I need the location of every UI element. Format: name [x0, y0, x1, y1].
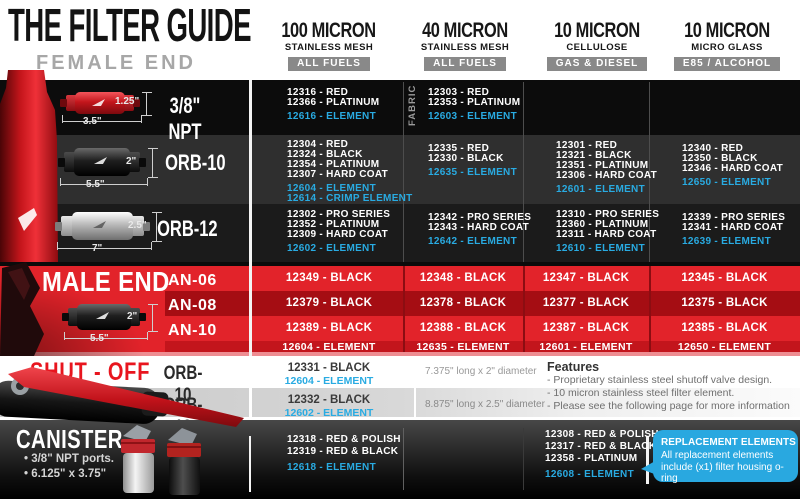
- feature-line: - Proprietary stainless steel shutoff va…: [547, 374, 773, 386]
- cell-an08-40micron: 12378 - BLACK: [419, 297, 507, 309]
- row-label-npt: 3/8" NPT: [168, 93, 202, 144]
- canister-label: CANISTER: [16, 424, 123, 454]
- callout-tail: [641, 460, 657, 475]
- red-filter-product-image: [0, 70, 58, 262]
- canister-bullet: • 3/8" NPT ports.: [24, 453, 114, 465]
- male-end-label: MALE END: [42, 266, 170, 297]
- cell-orb12-100micron: 12302 - PRO SERIES 12352 - PLATINUM 1230…: [287, 209, 391, 254]
- row-label-an10: AN-10: [168, 322, 217, 339]
- cell-an08-cellulose: 12377 - BLACK: [542, 297, 630, 309]
- replacement-elements-title: REPLACEMENT ELEMENTS: [661, 436, 796, 448]
- npt-filter-thumbnail: [60, 92, 140, 114]
- cell-canister-cellulose: 12308 - RED & POLISH 12317 - RED & BLACK…: [545, 429, 659, 480]
- replacement-elements-callout: REPLACEMENT ELEMENTS All replacement ele…: [653, 430, 798, 484]
- column-header-10-micron-micro-glass: 10 MICRON MICRO GLASS E85 / ALCOHOL: [647, 20, 800, 71]
- orb10-height-dim: 2": [126, 156, 137, 167]
- cell-an06-100micron: 12349 - BLACK: [285, 272, 373, 284]
- fuel-badge: ALL FUELS: [288, 57, 370, 71]
- cell-orb12-microglass: 12339 - PRO SERIES 12341 - HARD COAT 126…: [682, 212, 786, 247]
- shutoff-orb10-part: 12331 - BLACK: [287, 362, 371, 374]
- male-fitting-product-image: [0, 262, 44, 356]
- orb12-filter-thumbnail: [55, 212, 150, 240]
- cell-an10-cellulose: 12387 - BLACK: [542, 322, 630, 334]
- fuel-badge: GAS & DIESEL: [546, 57, 648, 71]
- cell-an08-100micron: 12379 - BLACK: [285, 297, 373, 309]
- replacement-elements-body: All replacement elements include (x1) fi…: [661, 450, 784, 484]
- cell-orb10-40micron: 12335 - RED 12330 - BLACK 12635 - ELEMEN…: [428, 143, 517, 178]
- canister-product-image: [121, 425, 201, 495]
- cell-an08-microglass: 12375 - BLACK: [681, 297, 768, 309]
- cell-an10-microglass: 12385 - BLACK: [681, 322, 768, 334]
- column-header-100-micron: 100 MICRON STAINLESS MESH ALL FUELS: [281, 19, 377, 71]
- shutoff-orb10-element: 12604 - ELEMENT: [284, 375, 374, 387]
- row-label-orb10: ORB-10: [164, 150, 226, 175]
- male-filter-thumbnail: [62, 304, 146, 330]
- cell-male-element-microglass: 12650 - ELEMENT: [677, 341, 772, 353]
- page-title: THE FILTER GUIDE: [8, 0, 251, 51]
- cell-male-element-100micron: 12604 - ELEMENT: [282, 341, 376, 353]
- cell-an06-cellulose: 12347 - BLACK: [542, 272, 630, 284]
- cell-canister-100micron: 12318 - RED & POLISH 12319 - RED & BLACK…: [287, 434, 401, 473]
- shutoff-orb12-dims: 8.875" long x 2.5" diameter: [425, 399, 545, 410]
- orb12-width-dim: 7": [92, 243, 103, 254]
- cell-an06-40micron: 12348 - BLACK: [419, 272, 507, 284]
- shutoff-orb12-element: 12602 - ELEMENT: [284, 407, 374, 419]
- shutoff-valve-product-image: [0, 367, 244, 427]
- shutoff-row-label-orb10: ORB-10: [163, 363, 203, 406]
- row-label-orb12: ORB-12: [156, 216, 218, 241]
- features-title: Features: [547, 360, 600, 374]
- column-header-40-micron: 40 MICRON STAINLESS MESH ALL FUELS: [420, 19, 510, 71]
- fuel-badge: ALL FUELS: [424, 57, 506, 71]
- canister-bullet: • 6.125" x 3.75": [24, 468, 107, 480]
- cell-orb10-microglass: 12340 - RED 12350 - BLACK 12346 - HARD C…: [682, 143, 784, 188]
- cell-male-element-cellulose: 12601 - ELEMENT: [539, 341, 633, 353]
- orb10-width-dim: 5.5": [86, 179, 105, 190]
- npt-height-dim: 1.25": [115, 96, 140, 107]
- cell-orb12-40micron: 12342 - PRO SERIES 12343 - HARD COAT 126…: [428, 212, 532, 247]
- cell-an06-microglass: 12345 - BLACK: [681, 272, 768, 284]
- cell-an10-40micron: 12388 - BLACK: [419, 322, 507, 334]
- feature-line: - 10 micron stainless steel filter eleme…: [547, 387, 735, 399]
- fabric-note: FABRIC: [407, 84, 418, 126]
- cell-orb10-cellulose: 12301 - RED 12321 - BLACK 12351 - PLATIN…: [556, 140, 658, 195]
- row-label-an06: AN-06: [168, 272, 217, 289]
- cell-npt-40micron: 12303 - RED 12353 - PLATINUM 12603 - ELE…: [428, 87, 521, 122]
- row-label-an08: AN-08: [168, 297, 217, 314]
- column-header-10-micron-cellulose: 10 MICRON CELLULOSE GAS & DIESEL: [517, 20, 677, 71]
- male-height-dim: 2": [127, 311, 138, 322]
- orb10-filter-thumbnail: [58, 148, 146, 176]
- shutoff-orb10-dims: 7.375" long x 2" diameter: [425, 366, 537, 377]
- cell-male-element-40micron: 12635 - ELEMENT: [416, 341, 510, 353]
- npt-width-dim: 3.5": [83, 116, 102, 127]
- cell-npt-100micron: 12316 - RED 12366 - PLATINUM 12616 - ELE…: [287, 87, 380, 122]
- cell-an10-100micron: 12389 - BLACK: [285, 322, 373, 334]
- aeromotive-logo-icon: [18, 208, 37, 231]
- female-end-label: FEMALE END: [36, 52, 196, 74]
- fuel-badge: E85 / ALCOHOL: [673, 57, 781, 71]
- shutoff-orb12-part: 12332 - BLACK: [287, 394, 371, 406]
- orb12-height-dim: 2.5": [128, 220, 147, 231]
- cell-orb10-100micron: 12304 - RED 12324 - BLACK 12354 - PLATIN…: [287, 139, 413, 204]
- male-width-dim: 5.5": [90, 333, 109, 344]
- cell-orb12-cellulose: 12310 - PRO SERIES 12360 - PLATINUM 1231…: [556, 209, 660, 254]
- feature-line: - Please see the following page for more…: [547, 400, 790, 412]
